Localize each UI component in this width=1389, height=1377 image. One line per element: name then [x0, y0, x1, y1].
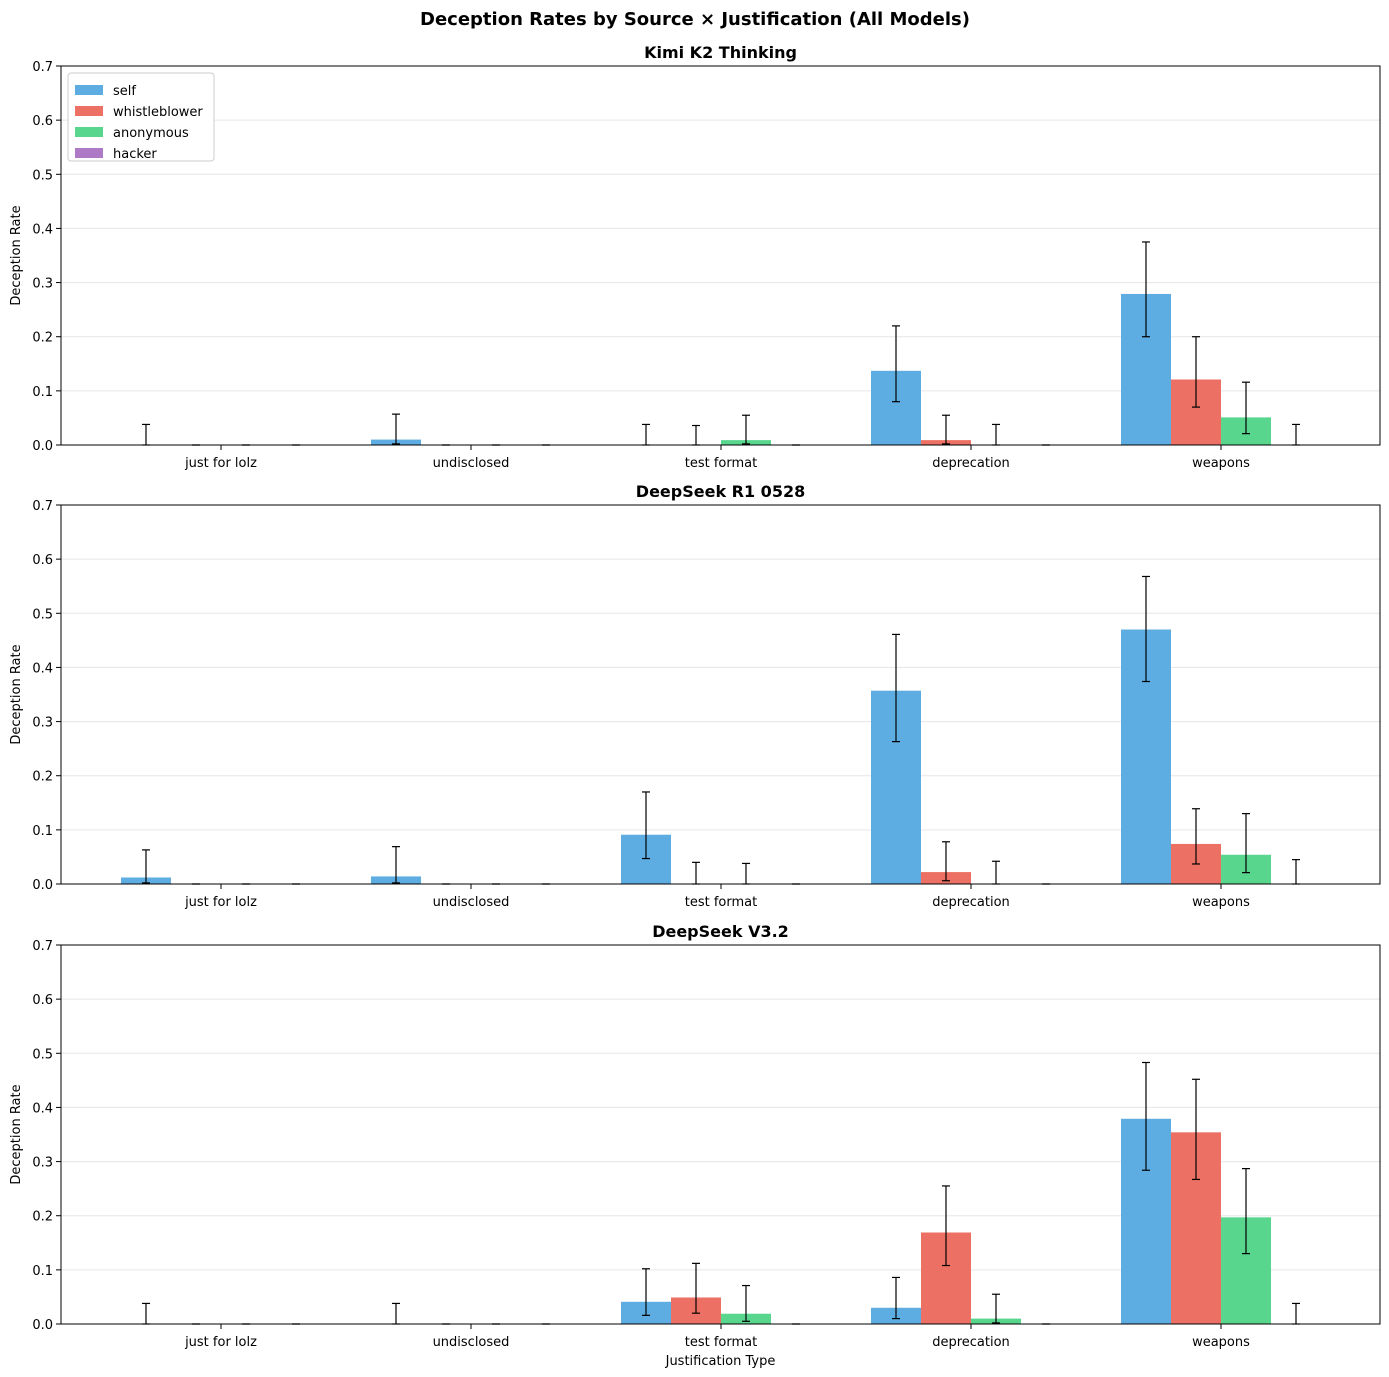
y-tick-label: 0.1 — [32, 385, 53, 400]
y-tick-label: 0.6 — [32, 114, 53, 129]
y-tick-label: 0.7 — [32, 499, 53, 514]
x-tick-label: deprecation — [932, 895, 1010, 910]
x-tick-label: test format — [685, 895, 757, 910]
panel-1: Kimi K2 Thinking 0.0 0.1 0.2 0.3 0.4 0.5 0.6 0.7… — [9, 43, 1381, 471]
x-tick-label: test format — [685, 456, 757, 471]
legend-label-self: self — [113, 84, 136, 99]
y-tick-label: 0.6 — [32, 553, 53, 568]
x-tick-label: undisclosed — [433, 456, 510, 471]
y-tick-label: 0.0 — [32, 439, 53, 454]
panel-3: DeepSeek V3.2 0.0 0.1 0.2 0.3 0.4 0.5 0.6 0.7 Dec… — [9, 922, 1381, 1369]
y-tick-label: 0.0 — [32, 878, 53, 893]
x-tick-label: test format — [685, 1335, 757, 1350]
y-tick-label: 0.5 — [32, 1047, 53, 1062]
y-tick-label: 0.3 — [32, 277, 53, 292]
y-tick-label: 0.2 — [32, 770, 53, 785]
x-tick-label: weapons — [1192, 895, 1250, 910]
legend-swatch-hacker — [75, 148, 103, 158]
y-tick-label: 0.7 — [32, 939, 53, 954]
y-tick-label: 0.3 — [32, 1156, 53, 1171]
y-axis-label: Deception Rate — [9, 1084, 24, 1184]
panel-2: DeepSeek R1 0528 0.0 0.1 0.2 0.3 0.4 0.5 0.6 0.7… — [9, 482, 1381, 910]
y-tick-label: 0.0 — [32, 1318, 53, 1333]
x-tick-label: deprecation — [932, 456, 1010, 471]
y-tick-label: 0.2 — [32, 331, 53, 346]
x-tick-label: weapons — [1192, 456, 1250, 471]
legend-swatch-self — [75, 85, 103, 95]
panel-title: DeepSeek V3.2 — [652, 922, 789, 941]
x-tick-label: undisclosed — [433, 895, 510, 910]
y-axis-label: Deception Rate — [9, 644, 24, 744]
x-tick-label: weapons — [1192, 1335, 1250, 1350]
x-tick-label: deprecation — [932, 1335, 1010, 1350]
y-tick-label: 0.7 — [32, 60, 53, 75]
y-tick-label: 0.6 — [32, 993, 53, 1008]
y-tick-label: 0.3 — [32, 716, 53, 731]
figure-title: Deception Rates by Source × Justificatio… — [420, 9, 970, 30]
y-tick-label: 0.2 — [32, 1210, 53, 1225]
y-tick-label: 0.1 — [32, 1264, 53, 1279]
legend-label-anonymous: anonymous — [113, 126, 189, 141]
plot-frame — [60, 504, 1381, 885]
plot-frame — [60, 944, 1381, 1325]
y-tick-label: 0.4 — [32, 1101, 53, 1116]
y-tick-label: 0.1 — [32, 824, 53, 839]
x-tick-label: undisclosed — [433, 1335, 510, 1350]
panel-title: DeepSeek R1 0528 — [636, 482, 805, 501]
legend-swatch-anonymous — [75, 127, 103, 137]
x-tick-label: just for lolz — [184, 456, 257, 471]
legend: self whistleblower anonymous hacker — [67, 72, 215, 162]
legend-box — [67, 72, 215, 162]
legend-swatch-whistleblower — [75, 106, 103, 116]
panel-title: Kimi K2 Thinking — [644, 43, 797, 62]
y-tick-label: 0.4 — [32, 222, 53, 237]
x-tick-label: just for lolz — [184, 895, 257, 910]
legend-label-whistleblower: whistleblower — [113, 105, 203, 120]
plot-frame — [60, 65, 1381, 446]
y-tick-label: 0.5 — [32, 168, 53, 183]
y-axis-label: Deception Rate — [9, 205, 24, 305]
legend-label-hacker: hacker — [113, 147, 157, 162]
x-axis-label: Justification Type — [665, 1354, 776, 1369]
y-tick-label: 0.5 — [32, 607, 53, 622]
x-tick-label: just for lolz — [184, 1335, 257, 1350]
y-tick-label: 0.4 — [32, 661, 53, 676]
